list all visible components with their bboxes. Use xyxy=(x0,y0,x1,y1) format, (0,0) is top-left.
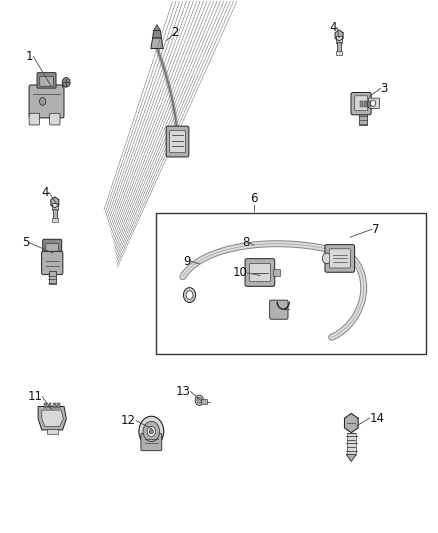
FancyBboxPatch shape xyxy=(43,239,62,256)
Bar xyxy=(52,204,58,210)
Bar xyxy=(367,101,371,107)
Text: 12: 12 xyxy=(121,414,136,427)
Bar xyxy=(44,403,47,408)
Bar xyxy=(52,218,58,222)
Bar xyxy=(360,101,363,107)
Polygon shape xyxy=(151,38,163,49)
Bar xyxy=(273,269,280,276)
Circle shape xyxy=(184,288,196,303)
Bar xyxy=(53,403,56,408)
FancyBboxPatch shape xyxy=(49,114,60,125)
Circle shape xyxy=(139,416,164,447)
Bar xyxy=(359,112,367,125)
FancyBboxPatch shape xyxy=(351,93,371,115)
FancyBboxPatch shape xyxy=(37,72,56,88)
Circle shape xyxy=(195,395,204,406)
Polygon shape xyxy=(335,30,343,41)
Bar xyxy=(336,36,342,43)
Bar xyxy=(364,101,367,107)
Bar xyxy=(49,403,52,408)
Circle shape xyxy=(149,429,153,434)
FancyBboxPatch shape xyxy=(245,259,275,286)
Polygon shape xyxy=(152,30,161,38)
Text: 4: 4 xyxy=(329,21,337,34)
Text: 7: 7 xyxy=(372,223,379,236)
Circle shape xyxy=(39,98,46,105)
Circle shape xyxy=(371,100,376,107)
Text: 3: 3 xyxy=(381,82,388,95)
Text: 5: 5 xyxy=(22,236,29,249)
FancyBboxPatch shape xyxy=(40,77,53,86)
Bar xyxy=(57,403,60,408)
Text: 10: 10 xyxy=(233,266,247,279)
Polygon shape xyxy=(38,407,66,430)
Bar xyxy=(346,433,356,455)
Bar xyxy=(53,209,57,219)
FancyBboxPatch shape xyxy=(329,249,350,268)
Polygon shape xyxy=(153,25,160,30)
FancyBboxPatch shape xyxy=(270,300,288,319)
Text: 4: 4 xyxy=(41,185,49,199)
FancyBboxPatch shape xyxy=(29,85,64,118)
FancyBboxPatch shape xyxy=(368,98,380,108)
Circle shape xyxy=(186,291,193,300)
Text: 13: 13 xyxy=(176,385,191,398)
FancyBboxPatch shape xyxy=(170,131,185,153)
FancyBboxPatch shape xyxy=(249,263,270,281)
Polygon shape xyxy=(51,197,59,208)
FancyBboxPatch shape xyxy=(166,126,189,157)
FancyBboxPatch shape xyxy=(355,96,367,111)
Polygon shape xyxy=(345,414,358,433)
Text: 8: 8 xyxy=(242,236,250,249)
FancyBboxPatch shape xyxy=(29,114,39,125)
FancyBboxPatch shape xyxy=(46,244,59,254)
Polygon shape xyxy=(42,410,64,426)
Text: 11: 11 xyxy=(27,390,42,403)
Text: 14: 14 xyxy=(370,411,385,424)
FancyBboxPatch shape xyxy=(325,245,355,272)
Bar xyxy=(155,213,426,354)
Bar xyxy=(49,271,56,284)
Bar xyxy=(47,429,58,433)
Bar xyxy=(201,399,207,403)
Polygon shape xyxy=(346,455,356,462)
Text: 9: 9 xyxy=(183,255,191,268)
Circle shape xyxy=(322,253,331,264)
FancyBboxPatch shape xyxy=(42,252,63,274)
Circle shape xyxy=(143,421,159,441)
Text: 1: 1 xyxy=(26,50,33,63)
FancyBboxPatch shape xyxy=(141,433,162,451)
Bar xyxy=(337,42,341,52)
Circle shape xyxy=(62,77,70,87)
Circle shape xyxy=(197,397,202,403)
Circle shape xyxy=(147,426,155,437)
Text: 6: 6 xyxy=(250,192,258,205)
Text: 2: 2 xyxy=(172,26,179,39)
Bar xyxy=(336,51,342,55)
